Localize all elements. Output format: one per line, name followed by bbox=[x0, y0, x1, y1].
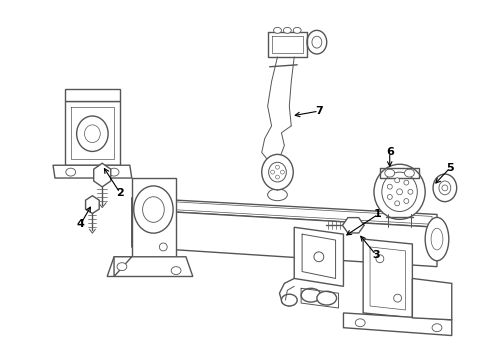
Ellipse shape bbox=[109, 168, 119, 176]
Ellipse shape bbox=[307, 30, 327, 54]
Ellipse shape bbox=[432, 324, 442, 332]
Text: 7: 7 bbox=[315, 106, 323, 116]
Ellipse shape bbox=[425, 217, 449, 261]
Text: 3: 3 bbox=[372, 250, 380, 260]
Ellipse shape bbox=[355, 319, 365, 327]
Ellipse shape bbox=[408, 189, 413, 194]
Polygon shape bbox=[363, 239, 413, 318]
Ellipse shape bbox=[66, 168, 75, 176]
Ellipse shape bbox=[117, 263, 127, 271]
Ellipse shape bbox=[275, 175, 279, 179]
Ellipse shape bbox=[382, 172, 417, 212]
Text: 6: 6 bbox=[386, 148, 393, 157]
Ellipse shape bbox=[393, 294, 401, 302]
Ellipse shape bbox=[388, 194, 392, 199]
Polygon shape bbox=[86, 196, 99, 213]
Ellipse shape bbox=[171, 267, 181, 275]
Ellipse shape bbox=[293, 27, 301, 33]
Ellipse shape bbox=[317, 291, 337, 305]
Ellipse shape bbox=[159, 243, 167, 251]
Polygon shape bbox=[107, 257, 193, 276]
Ellipse shape bbox=[269, 162, 286, 182]
Polygon shape bbox=[65, 89, 120, 101]
Text: 1: 1 bbox=[374, 210, 382, 220]
Ellipse shape bbox=[275, 165, 279, 169]
Ellipse shape bbox=[283, 27, 291, 33]
Ellipse shape bbox=[84, 125, 100, 143]
Polygon shape bbox=[413, 278, 452, 320]
Ellipse shape bbox=[270, 170, 274, 174]
Polygon shape bbox=[65, 101, 120, 165]
Ellipse shape bbox=[262, 154, 293, 190]
Polygon shape bbox=[94, 163, 111, 187]
Text: 4: 4 bbox=[76, 219, 84, 229]
Polygon shape bbox=[132, 178, 176, 257]
Ellipse shape bbox=[395, 201, 400, 206]
Ellipse shape bbox=[268, 189, 287, 201]
Ellipse shape bbox=[143, 197, 164, 222]
Ellipse shape bbox=[405, 169, 415, 177]
Ellipse shape bbox=[76, 116, 108, 152]
Ellipse shape bbox=[376, 255, 384, 263]
Ellipse shape bbox=[301, 288, 321, 302]
Polygon shape bbox=[294, 227, 343, 286]
Ellipse shape bbox=[442, 185, 448, 191]
Polygon shape bbox=[53, 165, 132, 178]
Text: 5: 5 bbox=[446, 163, 454, 173]
Ellipse shape bbox=[312, 36, 322, 48]
Ellipse shape bbox=[431, 228, 443, 250]
Polygon shape bbox=[132, 210, 437, 267]
Ellipse shape bbox=[396, 189, 402, 195]
Polygon shape bbox=[343, 313, 452, 336]
Ellipse shape bbox=[374, 164, 425, 219]
Polygon shape bbox=[343, 217, 364, 233]
Ellipse shape bbox=[404, 180, 409, 185]
Ellipse shape bbox=[134, 186, 173, 233]
Text: 2: 2 bbox=[116, 188, 124, 198]
Ellipse shape bbox=[385, 169, 394, 177]
Ellipse shape bbox=[280, 170, 284, 174]
Ellipse shape bbox=[314, 252, 324, 262]
Ellipse shape bbox=[273, 27, 281, 33]
Polygon shape bbox=[114, 257, 132, 276]
Polygon shape bbox=[132, 198, 437, 227]
Ellipse shape bbox=[433, 174, 457, 202]
Ellipse shape bbox=[388, 184, 392, 189]
Ellipse shape bbox=[404, 199, 409, 203]
Ellipse shape bbox=[439, 181, 451, 195]
Ellipse shape bbox=[395, 178, 400, 183]
Ellipse shape bbox=[281, 294, 297, 306]
